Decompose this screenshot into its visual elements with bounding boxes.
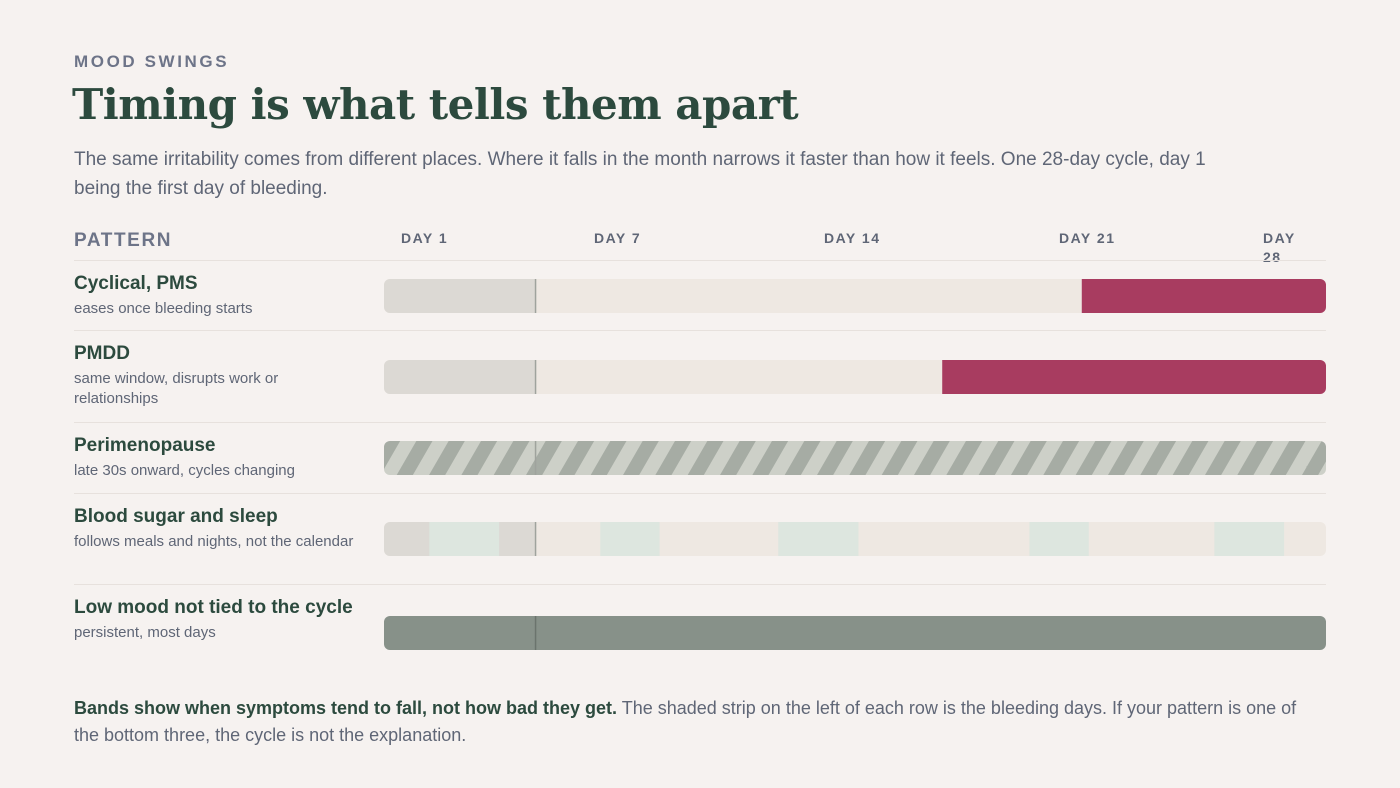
symptom-band (384, 441, 1326, 475)
symptom-band (942, 360, 1326, 394)
timeline-svg (384, 616, 1326, 650)
row-label: PMDD same window, disrupts work or relati… (74, 341, 354, 409)
timeline-track (384, 441, 1326, 475)
timeline-svg (384, 279, 1326, 313)
bleeding-strip (384, 279, 536, 313)
subtitle: The same irritability comes from differe… (74, 149, 1206, 199)
row-label: Cyclical, PMS eases once bleeding starts (74, 271, 354, 319)
axis-tick-day-21: DAY 21 (1059, 230, 1116, 246)
row-name: Perimenopause (74, 435, 216, 456)
row-description: eases once bleeding starts (74, 300, 253, 317)
row-name: PMDD (74, 343, 130, 364)
timeline-svg (384, 522, 1326, 556)
symptom-band (384, 616, 1326, 650)
symptom-band (1029, 522, 1089, 556)
symptom-band (1214, 522, 1285, 556)
row-name: Blood sugar and sleep (74, 506, 278, 527)
symptom-band (778, 522, 859, 556)
footer-note: Bands show when symptoms tend to fall, n… (74, 695, 1314, 749)
timeline-svg (384, 441, 1326, 475)
pattern-column-header: PATTERN (74, 230, 173, 251)
row-name: Cyclical, PMS (74, 273, 198, 294)
row-divider (74, 330, 1326, 331)
row-description: follows meals and nights, not the calend… (74, 533, 354, 550)
row-label: Blood sugar and sleep follows meals and n… (74, 504, 354, 552)
row-divider (74, 422, 1326, 423)
axis-tick-day-7: DAY 7 (594, 230, 642, 246)
row-divider (74, 260, 1326, 261)
row-description: late 30s onward, cycles changing (74, 462, 295, 479)
timeline-track (384, 522, 1326, 556)
row-name: Low mood not tied to the cycle (74, 597, 353, 618)
row-description: persistent, most days (74, 624, 216, 641)
kicker: MOOD SWINGS (74, 52, 230, 71)
timeline-svg (384, 360, 1326, 394)
row-label: Perimenopause late 30s onward, cycles cha… (74, 433, 354, 481)
row-divider (74, 493, 1326, 494)
symptom-band (429, 522, 500, 556)
page-title: Timing is what tells them apart (72, 80, 799, 129)
footer-text: The shaded strip on the left of each row… (74, 698, 1297, 745)
row-description: same window, disrupts work or relationsh… (74, 370, 279, 407)
row-label: Low mood not tied to the cycle persistent… (74, 595, 354, 643)
axis-tick-day-28: DAY 28 (1263, 230, 1296, 265)
axis-tick-day-14: DAY 14 (824, 230, 881, 246)
timeline-track (384, 616, 1326, 650)
symptom-band (600, 522, 660, 556)
bleeding-strip (384, 360, 536, 394)
timeline-track (384, 279, 1326, 313)
row-divider (74, 584, 1326, 585)
footer-bold: Bands show when symptoms tend to fall, n… (74, 698, 618, 718)
symptom-band (1081, 279, 1326, 313)
timeline-track (384, 360, 1326, 394)
axis-tick-day-1: DAY 1 (401, 230, 449, 246)
